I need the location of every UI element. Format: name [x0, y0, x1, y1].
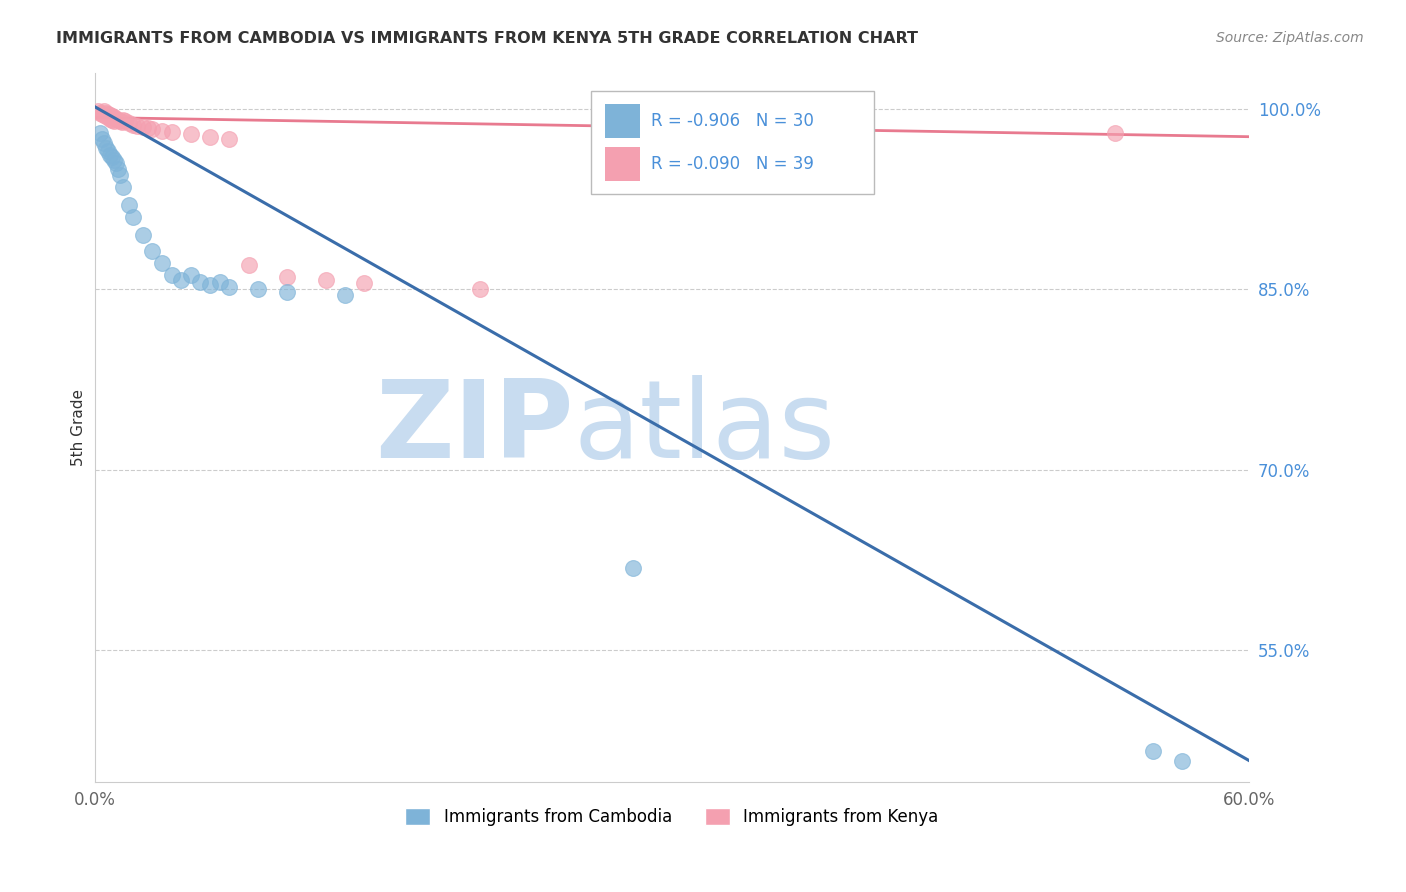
Point [276, 285, 298, 299]
Point [103, 114, 125, 128]
Point [91, 107, 114, 121]
FancyBboxPatch shape [605, 104, 640, 138]
Point [93, 104, 115, 119]
Point [94, 140, 117, 154]
Y-axis label: 5th Grade: 5th Grade [72, 389, 86, 467]
Point [756, 120, 779, 134]
Point [247, 282, 270, 296]
Legend: Immigrants from Cambodia, Immigrants from Kenya: Immigrants from Cambodia, Immigrants fro… [396, 799, 948, 834]
Point [112, 112, 135, 127]
Point [98, 108, 121, 122]
Point [208, 275, 231, 289]
Point [110, 115, 132, 129]
Point [1104, 126, 1126, 140]
Point [112, 180, 135, 194]
Point [131, 228, 153, 243]
Point [98, 147, 121, 161]
Point [114, 114, 136, 128]
Point [118, 116, 141, 130]
Point [141, 122, 163, 136]
Text: atlas: atlas [574, 375, 835, 481]
Point [150, 124, 173, 138]
Point [138, 121, 160, 136]
Point [160, 125, 183, 139]
Point [131, 120, 153, 134]
Point [141, 244, 163, 258]
Point [468, 282, 491, 296]
Point [101, 112, 124, 127]
Point [103, 111, 125, 125]
Point [87, 104, 110, 119]
Point [180, 268, 202, 282]
Text: ZIP: ZIP [375, 375, 574, 481]
Text: R = -0.906   N = 30: R = -0.906 N = 30 [651, 112, 814, 130]
Point [1171, 754, 1194, 768]
Point [89, 126, 111, 140]
Point [160, 268, 183, 282]
Point [91, 132, 114, 146]
Text: R = -0.090   N = 39: R = -0.090 N = 39 [651, 155, 814, 173]
Point [190, 275, 212, 289]
Point [180, 128, 202, 142]
Point [94, 109, 117, 123]
FancyBboxPatch shape [605, 147, 640, 181]
Point [104, 112, 127, 126]
Point [198, 129, 221, 144]
Point [333, 288, 356, 302]
Point [170, 273, 193, 287]
Point [97, 144, 120, 158]
FancyBboxPatch shape [591, 91, 875, 194]
Point [93, 136, 115, 150]
Point [108, 114, 131, 128]
Point [107, 162, 129, 177]
Point [276, 270, 298, 285]
Point [122, 211, 145, 225]
Point [101, 109, 124, 123]
Point [1142, 744, 1164, 758]
Point [97, 107, 120, 121]
Text: Source: ZipAtlas.com: Source: ZipAtlas.com [1216, 31, 1364, 45]
Point [218, 280, 240, 294]
Point [623, 561, 645, 575]
Point [122, 118, 145, 132]
Text: IMMIGRANTS FROM CAMBODIA VS IMMIGRANTS FROM KENYA 5TH GRADE CORRELATION CHART: IMMIGRANTS FROM CAMBODIA VS IMMIGRANTS F… [56, 31, 918, 46]
Point [103, 153, 125, 167]
Point [118, 198, 141, 212]
Point [98, 112, 121, 126]
Point [101, 150, 124, 164]
Point [315, 273, 337, 287]
Point [94, 105, 117, 120]
Point [107, 112, 129, 127]
Point [104, 156, 127, 170]
Point [218, 132, 240, 146]
Point [108, 168, 131, 182]
Point [150, 256, 173, 270]
Point [198, 277, 221, 292]
Point [238, 258, 260, 272]
Point [97, 111, 120, 125]
Point [89, 105, 111, 120]
Point [125, 119, 148, 133]
Point [93, 108, 115, 122]
Point [353, 277, 375, 291]
